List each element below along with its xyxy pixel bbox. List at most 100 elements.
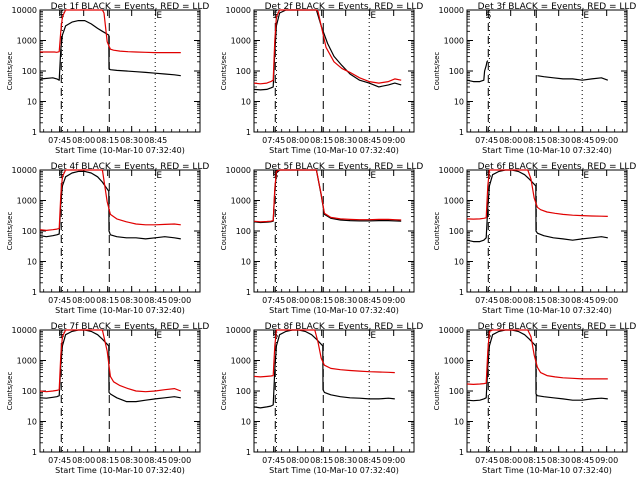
y-tick-label: 1000 — [231, 37, 251, 46]
y-tick-label: 100 — [449, 387, 464, 396]
x-axis-label: Start Time (10-Mar-10 07:32:40) — [55, 466, 185, 475]
x-tick-label: 07:45 — [262, 456, 285, 465]
x-tick-label: 07:45 — [262, 296, 285, 305]
x-tick-label: 08:00 — [72, 296, 95, 305]
x-tick-label: 08:45 — [144, 456, 167, 465]
y-axis-label: Counts/sec — [6, 212, 14, 251]
series-line-events — [39, 329, 181, 403]
y-axis-label: Counts/sec — [433, 212, 441, 251]
y-tick-label: 1 — [32, 288, 37, 297]
start-marker: S — [59, 171, 65, 181]
x-tick-label: 08:45 — [358, 136, 381, 145]
x-axis-label: Start Time (10-Mar-10 07:32:40) — [269, 146, 399, 155]
y-tick-label: 10 — [241, 258, 251, 267]
y-tick-label: 1 — [459, 128, 464, 137]
series-line-events — [466, 60, 609, 83]
y-tick-label: 100 — [236, 67, 251, 76]
series-line-events — [466, 329, 608, 402]
y-axis-label: Counts/sec — [220, 372, 228, 411]
y-tick-label: 100 — [449, 67, 464, 76]
y-tick-label: 1000 — [231, 197, 251, 206]
chart-title: Det 1f BLACK = Events, RED = LLD — [51, 2, 210, 12]
y-axis-label: Counts/sec — [433, 52, 441, 91]
x-tick-label: 07:45 — [475, 456, 498, 465]
x-tick-label: 08:30 — [334, 456, 357, 465]
plot-frame — [466, 169, 628, 293]
y-tick-label: 10000 — [12, 166, 37, 175]
y-tick-label: 10 — [454, 258, 464, 267]
x-tick-label: 09:00 — [595, 456, 618, 465]
y-tick-label: 1000 — [17, 197, 37, 206]
x-tick-label: 08:15 — [96, 456, 119, 465]
y-tick-label: 1000 — [444, 37, 464, 46]
chart-panel-9: Det 9f BLACK = Events, RED = LLD Counts/s… — [433, 322, 636, 475]
end-marker: E — [370, 11, 376, 21]
end-marker: E — [583, 171, 589, 181]
end-marker: E — [156, 11, 162, 21]
plot-frame — [253, 169, 415, 293]
y-tick-label: 10000 — [12, 326, 37, 335]
x-tick-label: 07:45 — [48, 456, 71, 465]
x-tick-label: 09:00 — [382, 456, 405, 465]
x-tick-label: 08:15 — [96, 296, 119, 305]
end-marker: E — [156, 171, 162, 181]
x-tick-label: 08:45 — [144, 296, 167, 305]
x-tick-label: 07:45 — [475, 136, 498, 145]
start-marker: S — [273, 11, 279, 21]
chart-panel-4: Det 4f BLACK = Events, RED = LLD Counts/s… — [6, 162, 209, 315]
y-tick-label: 10000 — [12, 6, 37, 15]
x-tick-label: 08:00 — [286, 296, 309, 305]
plot-frame — [39, 329, 201, 453]
y-axis-label: Counts/sec — [6, 372, 14, 411]
x-tick-label: 08:45 — [571, 456, 594, 465]
x-tick-label: 08:15 — [96, 136, 119, 145]
x-tick-label: 08:30 — [334, 136, 357, 145]
series-line-events — [39, 20, 181, 81]
start-marker: S — [486, 11, 492, 21]
y-tick-label: 10 — [27, 258, 37, 267]
x-tick-label: 08:00 — [72, 136, 95, 145]
y-tick-label: 10000 — [226, 326, 251, 335]
end-marker: E — [583, 331, 589, 341]
x-tick-label: 08:00 — [499, 456, 522, 465]
x-tick-label: 09:00 — [382, 136, 405, 145]
y-tick-label: 10 — [454, 98, 464, 107]
chart-panel-1: Det 1f BLACK = Events, RED = LLD Counts/s… — [6, 2, 209, 155]
series-line-events — [466, 169, 608, 243]
x-tick-label: 08:30 — [547, 136, 570, 145]
chart-title: Det 9f BLACK = Events, RED = LLD — [478, 322, 637, 332]
x-tick-label: 08:15 — [310, 296, 333, 305]
end-marker: E — [370, 171, 376, 181]
x-axis-label: Start Time (10-Mar-10 07:32:40) — [269, 466, 399, 475]
y-tick-label: 10000 — [439, 166, 464, 175]
series-line-lld — [39, 329, 182, 393]
x-axis-label: Start Time (10-Mar-10 07:32:40) — [55, 306, 185, 315]
x-tick-label: 08:00 — [286, 136, 309, 145]
x-tick-label: 08:45 — [144, 136, 167, 145]
y-tick-label: 1 — [246, 128, 251, 137]
x-tick-label: 08:15 — [310, 136, 333, 145]
x-tick-label: 08:00 — [499, 136, 522, 145]
x-tick-label: 08:15 — [523, 136, 546, 145]
x-tick-label: 08:00 — [499, 296, 522, 305]
y-tick-label: 1 — [32, 128, 37, 137]
plot-frame — [253, 9, 415, 133]
x-tick-label: 08:00 — [72, 456, 95, 465]
y-tick-label: 10 — [241, 98, 251, 107]
x-tick-label: 09:00 — [595, 136, 618, 145]
y-axis-label: Counts/sec — [433, 372, 441, 411]
chart-title: Det 8f BLACK = Events, RED = LLD — [265, 322, 424, 332]
start-marker: S — [59, 11, 65, 21]
y-axis-label: Counts/sec — [220, 212, 228, 251]
y-tick-label: 1 — [459, 288, 464, 297]
x-tick-label: 08:15 — [310, 456, 333, 465]
y-tick-label: 10 — [27, 418, 37, 427]
y-tick-label: 100 — [449, 227, 464, 236]
y-tick-label: 1000 — [231, 357, 251, 366]
y-tick-label: 10000 — [226, 6, 251, 15]
x-tick-label: 09:00 — [595, 296, 618, 305]
y-tick-label: 10000 — [439, 6, 464, 15]
series-line-lld — [40, 9, 181, 54]
chart-title: Det 5f BLACK = Events, RED = LLD — [265, 162, 424, 172]
